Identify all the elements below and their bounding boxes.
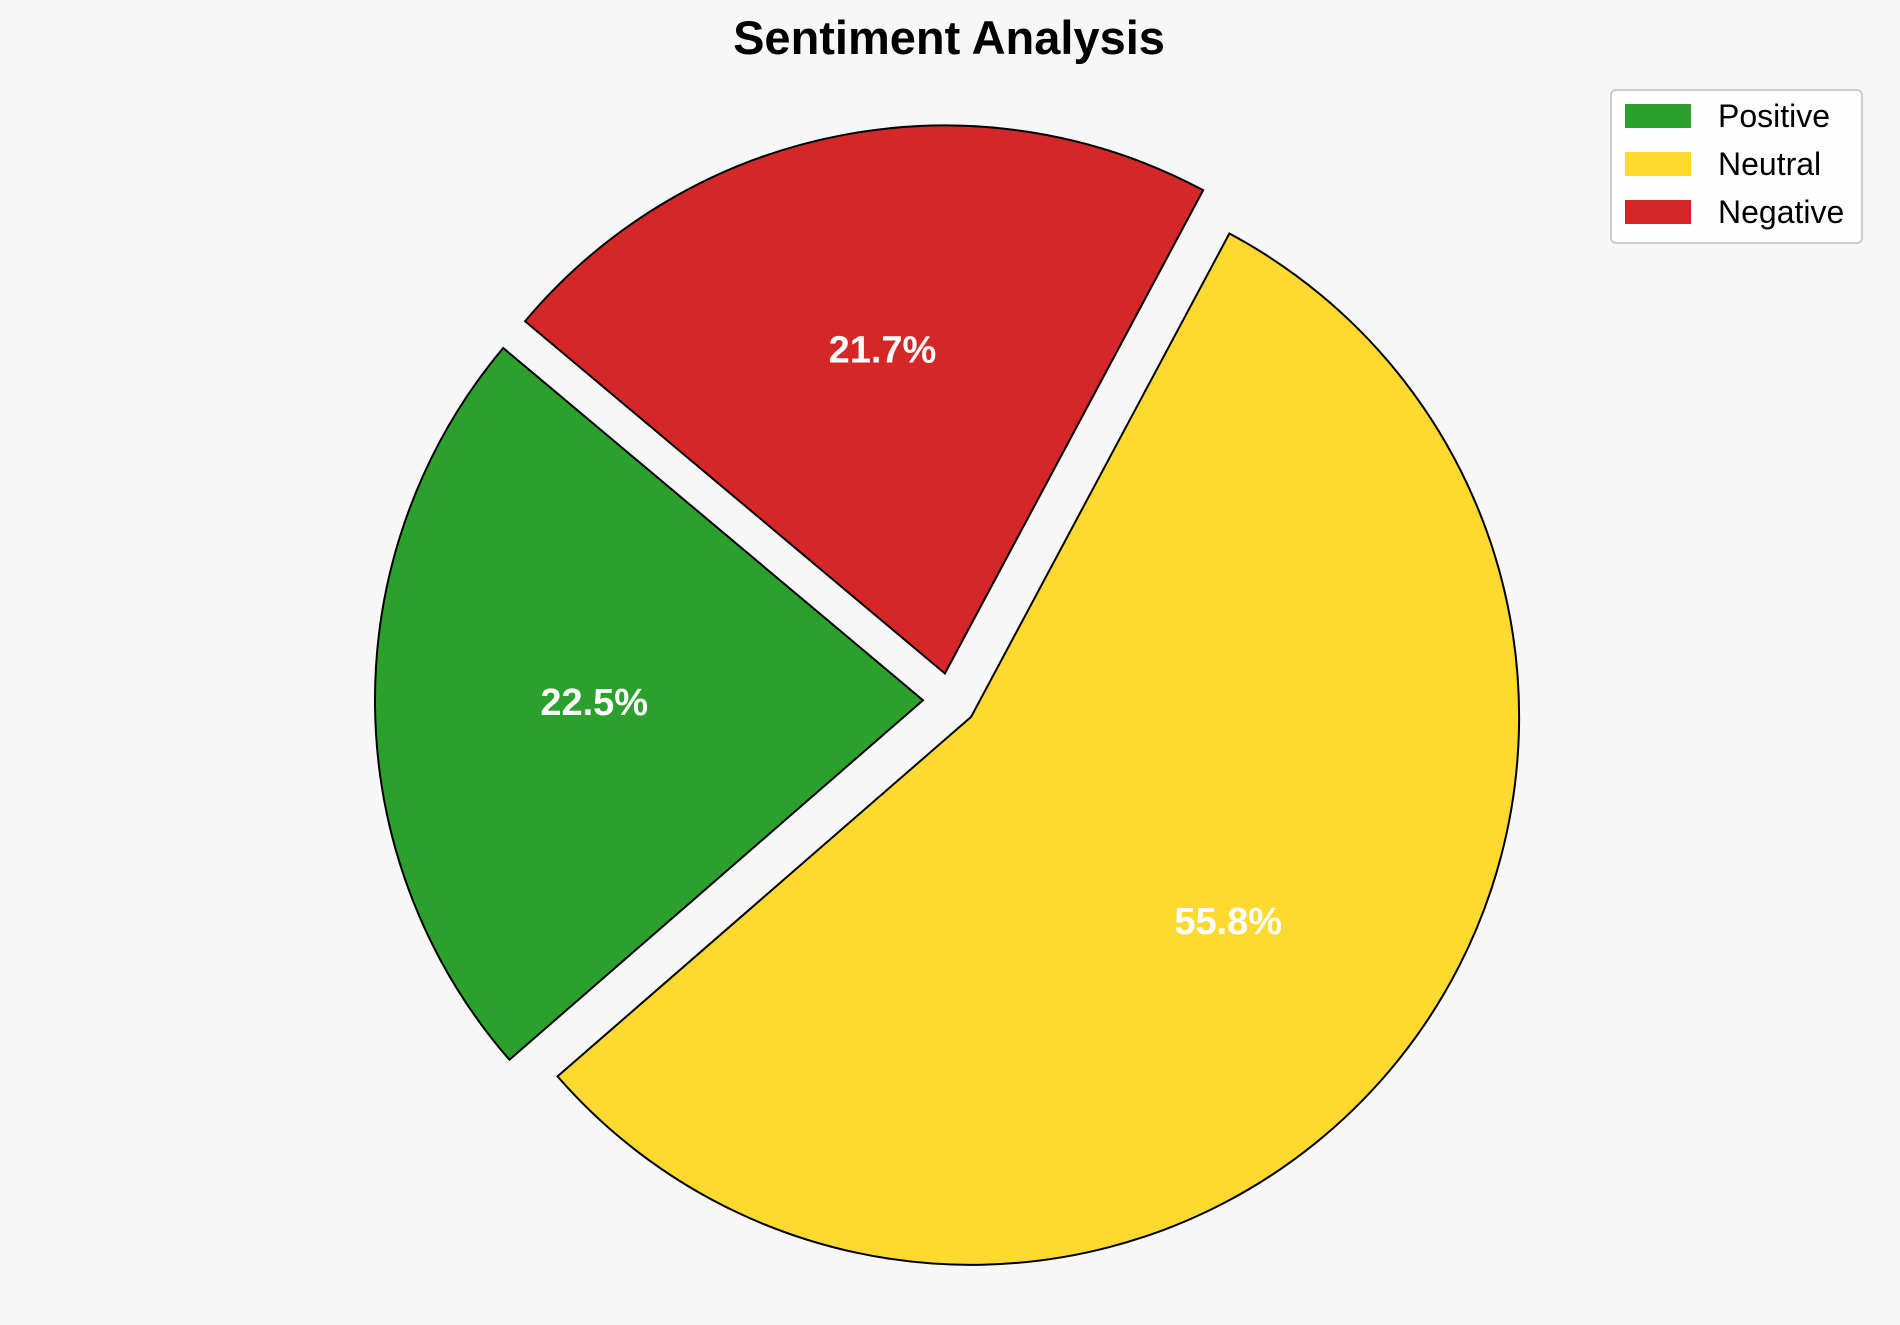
slice-value-label-negative: 21.7% [829,330,937,372]
legend-label-neutral: Neutral [1718,146,1821,182]
slice-value-label-neutral: 55.8% [1174,901,1282,943]
chart-title: Sentiment Analysis [733,11,1165,64]
pie-value-labels: 22.5% 55.8% 21.7% [540,330,1282,943]
pie-slice-positive [374,346,925,1062]
legend-swatch-negative [1625,200,1691,224]
pie-slice-negative [523,124,1205,676]
slice-value-label-positive: 22.5% [540,682,648,724]
legend-swatch-positive [1625,104,1691,128]
legend-label-positive: Positive [1718,98,1830,134]
pie-slice-neutral [556,232,1521,1266]
legend-label-negative: Negative [1718,194,1844,230]
legend: Positive Neutral Negative [1610,89,1863,244]
pie-slices [374,124,1521,1266]
legend-swatch-neutral [1625,152,1691,176]
